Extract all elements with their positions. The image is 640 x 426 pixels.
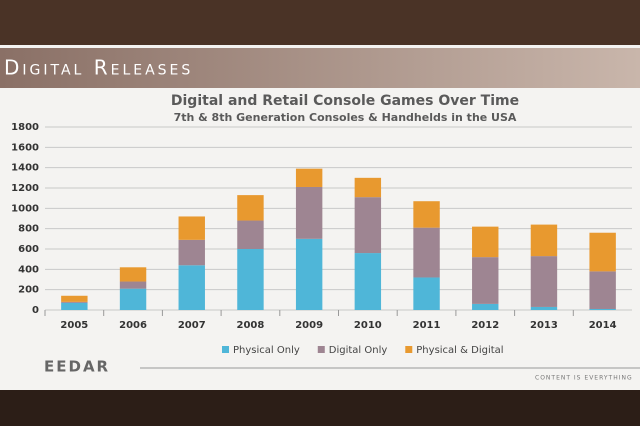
bar-segment [178, 239, 205, 266]
y-tick-label: 1200 [11, 183, 39, 194]
x-tick-label: 2012 [471, 320, 499, 331]
bar-segment [119, 267, 147, 282]
bar-segment [589, 232, 616, 272]
bar-segment [295, 238, 323, 310]
bar-segment [413, 227, 440, 278]
y-tick-label: 0 [32, 305, 39, 316]
x-tick-label: 2007 [178, 320, 206, 331]
floor [0, 390, 640, 426]
top-wall [0, 0, 640, 45]
chart-title: Digital and Retail Console Games Over Ti… [171, 93, 519, 109]
bar-segment [178, 265, 205, 310]
y-tick-label: 1000 [11, 203, 39, 214]
y-tick-label: 1400 [11, 163, 39, 174]
x-tick-label: 2013 [530, 320, 558, 331]
y-tick-label: 1800 [11, 122, 39, 133]
header-title: Digital Releases [4, 56, 193, 80]
x-tick-label: 2010 [354, 320, 382, 331]
bar-segment [530, 224, 558, 257]
bar-segment [530, 306, 558, 310]
x-tick-label: 2009 [295, 320, 323, 331]
bar-segment [178, 216, 205, 240]
bar-segment [354, 197, 382, 254]
legend-label: Physical Only [233, 345, 300, 356]
legend-swatch [222, 346, 229, 353]
bar-segment [472, 303, 499, 310]
y-tick-label: 600 [18, 244, 39, 255]
chart-subtitle: 7th & 8th Generation Consoles & Handheld… [174, 111, 517, 124]
legend-label: Physical & Digital [416, 345, 503, 356]
bar-segment [413, 277, 440, 310]
bar-segment [61, 302, 88, 310]
bar-segment [237, 220, 264, 249]
plot: 0 200 400 600 800 1000 1200 1400 1600 1800 2005 200… [11, 122, 632, 356]
bar-segment [472, 226, 499, 258]
x-tick-label: 2011 [413, 320, 441, 331]
bar-segment [237, 249, 264, 310]
bar-segment [295, 168, 323, 187]
bar-segment [472, 257, 499, 304]
legend-label: Digital Only [329, 345, 388, 356]
bar-segment [354, 177, 382, 198]
bar-segment [237, 195, 264, 221]
y-tick-label: 1600 [11, 142, 39, 153]
bar-segment [354, 253, 382, 310]
bar-segment [589, 271, 616, 309]
y-tick-label: 800 [18, 224, 39, 235]
legend-swatch [405, 346, 413, 353]
bar-segment [589, 308, 616, 310]
legend-swatch [317, 346, 325, 353]
bar-segment [61, 301, 88, 303]
brand: EEDAR [44, 358, 110, 376]
y-tick-label: 200 [18, 285, 39, 296]
tagline: CONTENT IS EVERYTHING [535, 375, 633, 382]
header-bar [0, 48, 640, 88]
bar-segment [295, 186, 323, 239]
y-tick-label: 400 [18, 264, 39, 275]
x-tick-label: 2005 [60, 320, 88, 331]
bar-segment [119, 281, 147, 289]
x-tick-label: 2006 [119, 320, 147, 331]
bar-segment [530, 256, 558, 307]
bar-segment [61, 295, 88, 302]
x-tick-label: 2014 [589, 320, 617, 331]
bar-segment [413, 201, 440, 228]
bar-segment [119, 288, 147, 310]
x-tick-label: 2008 [237, 320, 265, 331]
